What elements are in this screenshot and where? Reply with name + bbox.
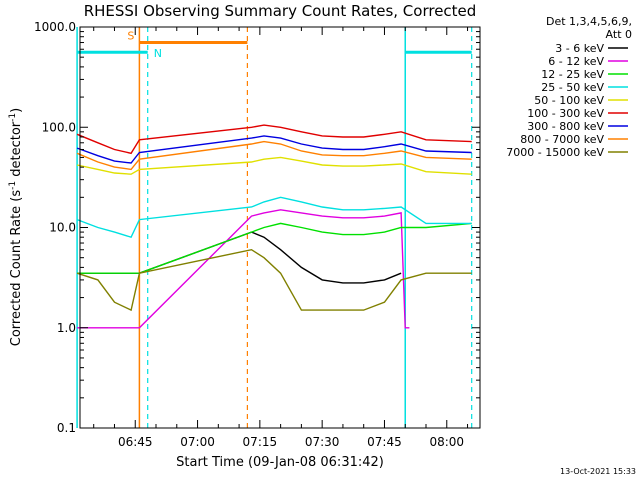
y-axis-label-sup1: -1 bbox=[8, 181, 18, 190]
series-line bbox=[76, 196, 472, 239]
legend-label: 3 - 6 keV bbox=[555, 42, 604, 55]
x-tick-label: 07:15 bbox=[243, 435, 278, 449]
y-tick-label: 1000.0 bbox=[34, 20, 76, 34]
x-tick-label: 08:00 bbox=[429, 435, 464, 449]
series-line bbox=[76, 135, 472, 164]
legend-label: 800 - 7000 keV bbox=[520, 133, 604, 146]
y-axis-label-end: ) bbox=[9, 108, 24, 113]
legend-label: 100 - 300 keV bbox=[527, 107, 604, 120]
chart-title: RHESSI Observing Summary Count Rates, Co… bbox=[84, 2, 477, 20]
x-tick-label: 07:30 bbox=[305, 435, 340, 449]
series-line bbox=[76, 156, 472, 175]
y-tick-label: 0.1 bbox=[57, 421, 76, 435]
y-axis-label-mid: detector bbox=[9, 121, 24, 181]
legend-label: 12 - 25 keV bbox=[541, 68, 604, 81]
legend-label: 300 - 800 keV bbox=[527, 120, 604, 133]
series-lines bbox=[76, 124, 472, 329]
y-tick-label: 1.0 bbox=[57, 321, 76, 335]
marker-label: S bbox=[127, 30, 134, 43]
series-line bbox=[77, 209, 410, 329]
x-tick-label: 07:45 bbox=[367, 435, 402, 449]
legend-label: 50 - 100 keV bbox=[534, 94, 604, 107]
series-line bbox=[76, 140, 472, 171]
x-tick-label: 06:45 bbox=[118, 435, 153, 449]
y-axis-label-main: Corrected Count Rate (s bbox=[9, 190, 24, 347]
y-axis-label-sup2: -1 bbox=[8, 113, 18, 122]
series-line bbox=[77, 222, 472, 274]
x-axis-label: Start Time (09-Jan-08 06:31:42) bbox=[176, 455, 384, 470]
legend-label: 7000 - 15000 keV bbox=[506, 146, 604, 159]
series-line bbox=[76, 248, 472, 312]
y-tick-label: 100.0 bbox=[42, 120, 76, 134]
y-axis-label: Corrected Count Rate (s-1 detector-1) bbox=[8, 108, 24, 346]
x-tick-label: 07:00 bbox=[180, 435, 215, 449]
legend-header-2: Att 0 bbox=[606, 28, 632, 41]
legend-label: 6 - 12 keV bbox=[548, 55, 604, 68]
y-tick-label: 10.0 bbox=[49, 221, 76, 235]
series-line bbox=[76, 124, 472, 155]
legend-label: 25 - 50 keV bbox=[541, 81, 604, 94]
axes: 0.1 1.0 10.0 100.0 1000.0 06:45 07:00 07:15 07:3… bbox=[34, 20, 480, 449]
marker-label: N bbox=[154, 47, 162, 60]
legend-header-1: Det 1,3,4,5,6,9, bbox=[546, 15, 632, 28]
footer-date: 13-Oct-2021 15:33 bbox=[560, 467, 636, 476]
